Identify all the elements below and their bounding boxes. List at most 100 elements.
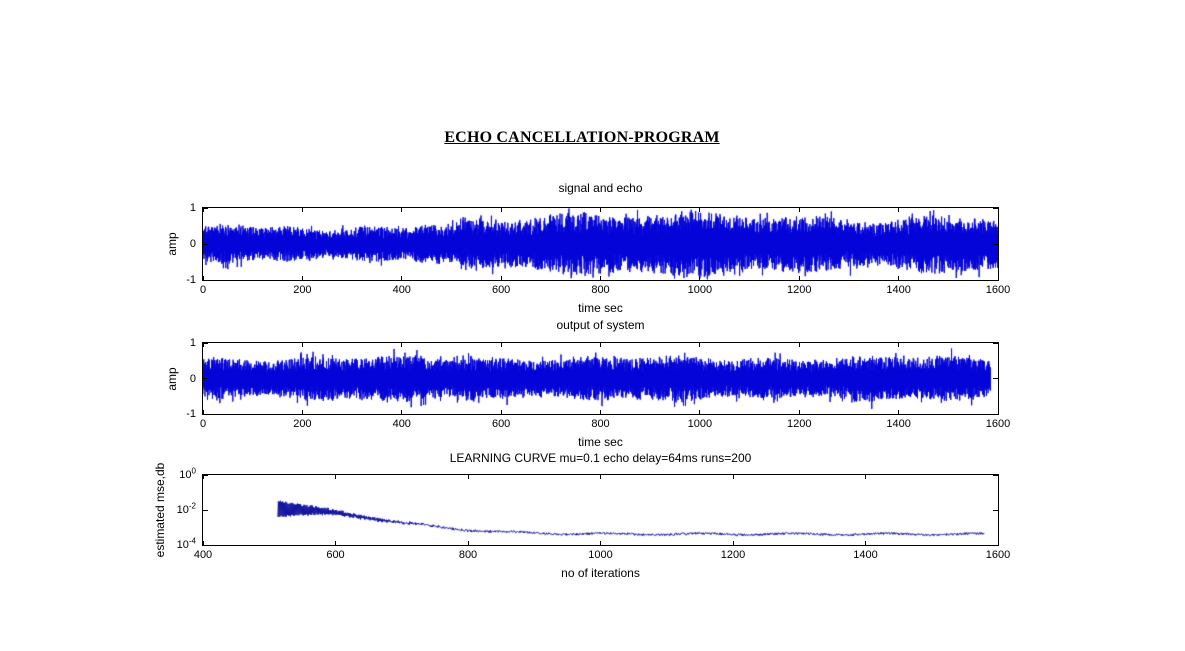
axis-tick-mark xyxy=(699,276,701,280)
plot-title: output of system xyxy=(556,318,645,332)
axis-tick-mark xyxy=(798,343,800,347)
axis-tick-mark xyxy=(203,509,208,511)
x-tick-label: 800 xyxy=(458,549,478,561)
x-tick-label: 0 xyxy=(199,284,207,296)
axis-tick-mark xyxy=(898,276,900,280)
y-tick-label: 1 xyxy=(189,337,196,349)
axis-tick-mark xyxy=(865,475,866,479)
x-axis-label: time sec xyxy=(578,301,623,315)
axis-tick-mark xyxy=(467,475,469,479)
axis-tick-mark xyxy=(401,343,403,347)
axis-tick-mark xyxy=(202,343,204,347)
axis-tick-mark xyxy=(500,208,502,212)
x-tick-label: 1400 xyxy=(853,549,878,561)
x-tick-label: 400 xyxy=(392,418,411,430)
axis-tick-mark xyxy=(600,208,601,212)
axis-tick-mark xyxy=(203,279,208,281)
axis-tick-mark xyxy=(993,342,998,344)
axis-tick-mark xyxy=(600,475,601,479)
axis-tick-mark xyxy=(997,475,999,479)
axis-tick-mark xyxy=(203,378,208,379)
axis-tick-mark xyxy=(993,207,998,209)
axis-tick-mark xyxy=(301,208,303,212)
x-tick-label: 400 xyxy=(193,549,213,561)
axis-tick-mark xyxy=(898,343,900,347)
axis-tick-mark xyxy=(898,208,900,212)
x-tick-label: 200 xyxy=(293,418,312,430)
output-series-canvas xyxy=(203,343,998,414)
axis-tick-mark xyxy=(898,410,900,414)
axis-tick-mark xyxy=(203,243,208,245)
axis-tick-mark xyxy=(301,410,303,414)
x-tick-label: 600 xyxy=(326,549,345,561)
learning-curve-canvas xyxy=(203,475,998,545)
axis-tick-mark xyxy=(798,276,800,280)
axis-tick-mark xyxy=(699,208,701,212)
axis-tick-mark xyxy=(600,541,601,545)
axis-tick-mark xyxy=(467,541,469,545)
axis-tick-mark xyxy=(202,541,204,545)
axis-tick-mark xyxy=(203,207,208,209)
x-tick-label: 1600 xyxy=(985,418,1011,430)
axis-tick-mark xyxy=(993,474,998,476)
axis-tick-mark xyxy=(993,243,998,245)
x-tick-label: 600 xyxy=(491,284,511,296)
y-tick-label: 100 xyxy=(179,466,196,481)
x-tick-label: 1400 xyxy=(886,284,911,296)
axis-tick-mark xyxy=(993,509,998,511)
axis-tick-mark xyxy=(335,541,336,545)
y-tick-label: -1 xyxy=(186,408,196,420)
y-tick-label: -1 xyxy=(186,274,196,286)
axis-tick-mark xyxy=(600,343,601,347)
axis-tick-mark xyxy=(203,413,208,415)
axis-tick-mark xyxy=(993,413,998,415)
axis-tick-mark xyxy=(203,342,208,344)
axis-tick-mark xyxy=(401,276,403,280)
axis-tick-mark xyxy=(600,276,601,280)
axis-tick-mark xyxy=(401,410,403,414)
axis-tick-mark xyxy=(997,276,999,280)
axis-tick-mark xyxy=(202,410,204,414)
axis-tick-mark xyxy=(335,475,336,479)
x-axis-label: time sec xyxy=(578,435,623,449)
axis-tick-mark xyxy=(203,474,208,476)
axis-tick-mark xyxy=(500,276,502,280)
x-tick-label: 1000 xyxy=(687,284,713,296)
axis-tick-mark xyxy=(202,276,204,280)
x-tick-label: 1000 xyxy=(588,549,613,561)
x-tick-label: 400 xyxy=(392,284,411,296)
axis-tick-mark xyxy=(202,475,204,479)
y-tick-label: 10-2 xyxy=(176,501,196,516)
x-tick-label: 1200 xyxy=(787,418,812,430)
x-tick-label: 1200 xyxy=(720,549,746,561)
x-tick-label: 1200 xyxy=(787,284,812,296)
y-axis-label: amp xyxy=(165,232,179,256)
y-tick-label: 0 xyxy=(189,238,196,250)
x-tick-label: 200 xyxy=(293,284,312,296)
y-tick-label: 0 xyxy=(189,372,196,385)
x-axis-label: no of iterations xyxy=(561,566,640,580)
axis-tick-mark xyxy=(997,541,999,545)
axis-tick-mark xyxy=(997,343,999,347)
x-tick-label: 800 xyxy=(591,418,610,430)
axis-tick-mark xyxy=(401,208,403,212)
axis-tick-mark xyxy=(732,541,734,545)
axis-tick-mark xyxy=(699,343,701,347)
figure-title: ECHO CANCELLATION-PROGRAM xyxy=(444,129,720,146)
axis-tick-mark xyxy=(997,410,999,414)
axis-tick-mark xyxy=(500,410,502,414)
plot-title: LEARNING CURVE mu=0.1 echo delay=64ms ru… xyxy=(449,451,752,465)
axis-tick-mark xyxy=(865,541,866,545)
x-tick-label: 0 xyxy=(199,418,207,430)
y-tick-label: 10-4 xyxy=(176,536,196,551)
x-tick-label: 1600 xyxy=(985,284,1011,296)
axis-tick-mark xyxy=(202,208,204,212)
y-axis-label: amp xyxy=(165,366,179,391)
axis-tick-mark xyxy=(993,279,998,281)
axis-tick-mark xyxy=(993,544,998,546)
plot-title: signal and echo xyxy=(558,181,643,195)
axis-tick-mark xyxy=(301,343,303,347)
x-tick-label: 1600 xyxy=(985,549,1011,561)
axis-tick-mark xyxy=(203,544,208,546)
